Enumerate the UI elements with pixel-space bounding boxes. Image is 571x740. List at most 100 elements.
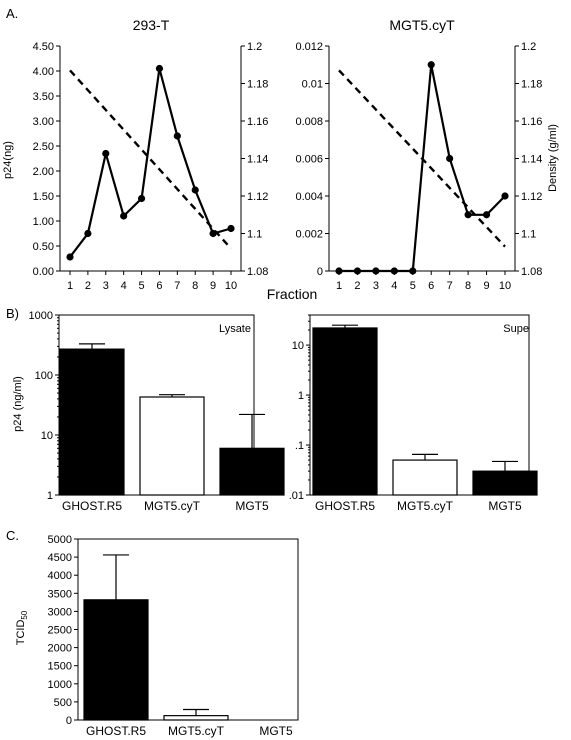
- b1-ytick-label: 100: [35, 370, 53, 382]
- a1-p24-point: [155, 64, 164, 73]
- chart-c-marks: [83, 554, 229, 721]
- b2-ytick-label: 1: [298, 390, 304, 402]
- a2-y2tick-label: 1.16: [521, 116, 542, 128]
- a2-xtick-label: 3: [373, 280, 379, 292]
- a1-ytick-label: 2.50: [33, 141, 54, 153]
- a1-y2tick-label: 1.12: [247, 191, 268, 203]
- c-category-label: MGT5.cyT: [168, 724, 225, 738]
- a1-xtick-label: 6: [156, 280, 162, 292]
- a1-p24-point: [137, 194, 146, 203]
- a2-p24-point: [446, 154, 454, 163]
- a1-ytick-label: 0.00: [33, 266, 54, 278]
- a1-p24-point: [191, 186, 199, 194]
- b1-bar: [139, 396, 205, 496]
- c-category-label: MGT5: [259, 724, 293, 738]
- a2-p24-point: [390, 267, 398, 275]
- c-ytick-label: 1000: [48, 679, 72, 691]
- a2-ytick-label: 0.008: [295, 116, 323, 128]
- a2-ytick-label: 0.002: [295, 229, 323, 241]
- chart-a1-axes: 0.00 0.50 1.00 1.50 2.00 2.50 3.00 3.50 4.00 4.50…: [33, 41, 269, 292]
- a1-p24-point: [227, 224, 235, 233]
- chart-a2-marks: [335, 61, 509, 275]
- panel-label-b: B): [6, 306, 19, 321]
- a1-y2tick-label: 1.1: [247, 229, 262, 241]
- a1-xtick-label: 7: [174, 280, 180, 292]
- a2-p24-point: [501, 192, 509, 200]
- chart-c-axes: 0 500 1000 1500 2000 2500 3000 3500 4000 4500 5000…: [48, 534, 299, 738]
- c-ytick-label: 2500: [48, 625, 72, 637]
- a2-p24-point: [427, 61, 435, 69]
- b1-ytick-label: 1000: [29, 310, 53, 322]
- a2-ytick-label: 0.004: [295, 191, 323, 203]
- a1-xtick-label: 10: [225, 280, 237, 292]
- b1-ytick-label: 10: [41, 430, 53, 442]
- a2-p24-point: [335, 267, 343, 275]
- chart-b2-title: Supe: [503, 323, 529, 335]
- a2-xtick-label: 10: [499, 280, 511, 292]
- a2-y2tick-label: 1.08: [521, 266, 542, 278]
- chart-c-ylabel: TCID50: [15, 610, 29, 645]
- panel-label-c: C.: [6, 528, 19, 543]
- shared-xlabel-fraction: Fraction: [267, 286, 318, 302]
- a1-ytick-label: 3.00: [33, 116, 54, 128]
- a1-xtick-label: 4: [121, 280, 127, 292]
- a1-ytick-label: 2.00: [33, 166, 54, 178]
- chart-b2-axes: .01 .1 1 10 GHOST.R5 MGT5.cyT MGT5: [289, 314, 530, 513]
- a2-y2tick-label: 1.2: [521, 41, 536, 53]
- chart-a1-ylabel: p24(ng): [2, 141, 14, 179]
- a2-xtick-label: 2: [354, 280, 360, 292]
- a1-xtick-label: 8: [192, 280, 198, 292]
- a1-p24-point: [102, 149, 110, 158]
- a1-ytick-label: 0.50: [33, 241, 54, 253]
- a1-xtick-label: 1: [67, 280, 73, 292]
- a2-ytick-label: 0.01: [302, 79, 323, 91]
- a1-xtick-label: 9: [210, 280, 216, 292]
- chart-c-ylabel-sub: 50: [20, 610, 29, 619]
- chart-b2-marks: [312, 324, 538, 496]
- a2-xtick-label: 1: [336, 280, 342, 292]
- b1-ytick-label: 1: [47, 490, 53, 502]
- a2-p24-point: [482, 211, 491, 219]
- a1-y2tick-label: 1.16: [247, 116, 268, 128]
- a1-xtick-label: 5: [138, 280, 144, 292]
- a2-p24-line: [339, 64, 506, 273]
- chart-b2: Supe .01 .1 1 10 GHOST.R5 MGT5.cyT MGT5: [289, 314, 538, 513]
- a2-p24-point: [464, 211, 472, 219]
- b1-bar: [59, 348, 125, 496]
- a2-xtick-label: 8: [465, 280, 471, 292]
- c-ytick-label: 3500: [48, 588, 72, 600]
- a1-p24-point: [209, 229, 217, 238]
- a1-y2tick-label: 1.18: [247, 79, 268, 91]
- panel-label-a: A.: [6, 6, 18, 21]
- a1-p24-point: [173, 132, 181, 140]
- a2-y2tick-label: 1.1: [521, 229, 536, 241]
- c-ytick-label: 500: [54, 697, 72, 709]
- chart-a2: MGT5.cyT Density (g/ml) 0 0.002 0.004 0.006…: [295, 17, 559, 292]
- chart-c-ylabel-main: TCID: [15, 620, 27, 646]
- a1-p24-point: [66, 253, 74, 261]
- c-bar: [83, 599, 149, 721]
- a2-y2tick-label: 1.12: [521, 191, 542, 203]
- c-bar: [163, 715, 229, 721]
- a2-y2tick-label: 1.18: [521, 79, 542, 91]
- b2-bar: [312, 327, 378, 496]
- c-ytick-label: 5000: [48, 534, 72, 546]
- b1-category-label: MGT5: [235, 499, 269, 513]
- a2-ytick-label: 0: [317, 266, 323, 278]
- a1-density-line: [69, 69, 232, 250]
- b2-bar: [472, 470, 538, 496]
- a2-xtick-label: 5: [410, 280, 416, 292]
- chart-b1: B) Lysate p24 (ng/ml) 1 10 100 1000 GHOST.R5…: [6, 306, 285, 513]
- chart-b1-ylabel: p24 (ng/ml): [12, 376, 24, 432]
- a1-y2tick-label: 1.14: [247, 154, 268, 166]
- a1-p24-point: [84, 229, 92, 238]
- chart-a2-axes: 0 0.002 0.004 0.006 0.008 0.01 0.012 1.08 1.1 1.1…: [295, 41, 542, 292]
- b2-bar: [392, 459, 458, 496]
- a1-p24-line: [69, 68, 232, 258]
- b2-ytick-label: .1: [295, 440, 304, 452]
- a2-ytick-label: 0.012: [295, 41, 323, 53]
- a1-ytick-label: 4.00: [33, 66, 54, 78]
- chart-a2-title: MGT5.cyT: [389, 17, 455, 33]
- chart-a2-y2label: Density (g/ml): [547, 124, 559, 192]
